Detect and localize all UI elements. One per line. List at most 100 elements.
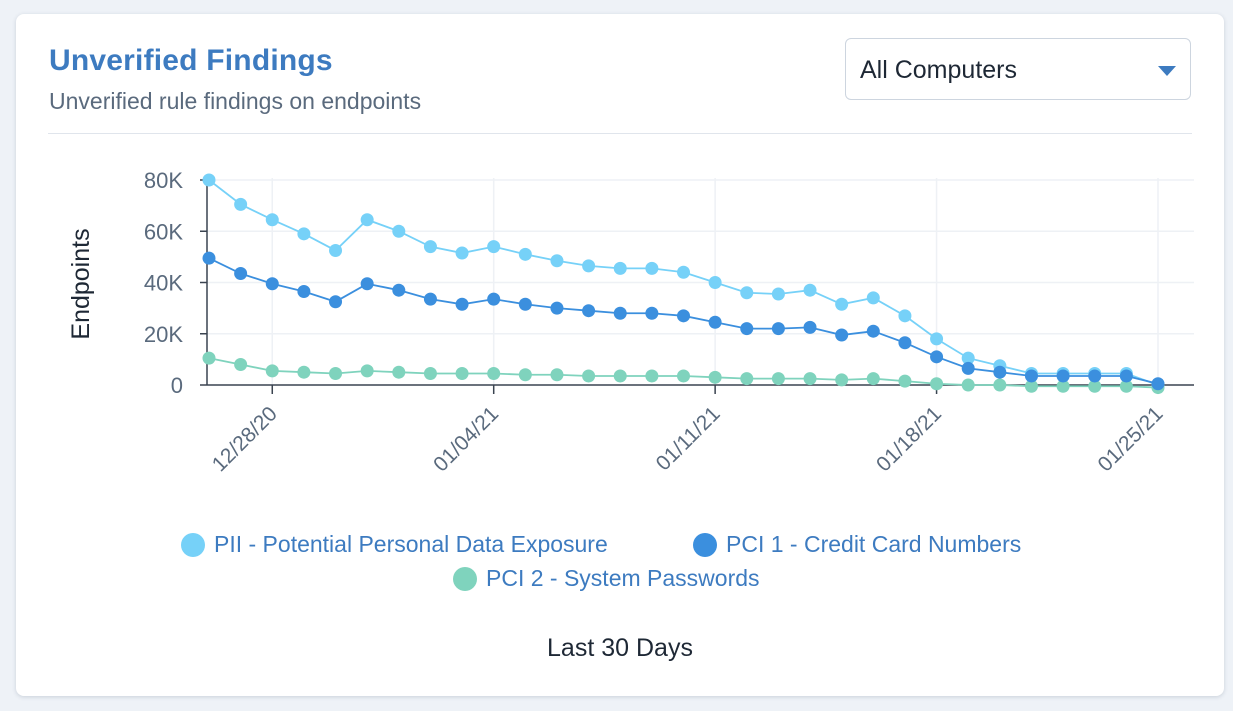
data-point-pii: [550, 254, 564, 268]
legend-label-pci2: PCI 2 - System Passwords: [486, 565, 760, 591]
data-point-pci2: [234, 358, 248, 371]
data-point-pci1: [582, 304, 596, 318]
data-point-pii: [518, 247, 532, 261]
data-point-pci2: [898, 374, 912, 388]
data-point-pci1: [518, 297, 532, 311]
data-point-pci2: [866, 372, 880, 386]
data-point-pci2: [835, 373, 849, 387]
data-point-pci2: [930, 377, 944, 391]
data-point-pii: [771, 287, 785, 301]
data-point-pci1: [613, 306, 627, 320]
data-point-pii: [360, 213, 374, 227]
x-tick-label: 01/04/21: [429, 402, 503, 476]
data-point-pci2: [708, 370, 722, 384]
legend-item-pci2[interactable]: PCI 2 - System Passwords: [453, 565, 760, 592]
data-point-pii: [677, 265, 690, 279]
data-point-pci1: [297, 284, 311, 298]
data-point-pii: [708, 276, 722, 289]
x-tick-label: 01/18/21: [872, 402, 946, 476]
computer-filter-value: All Computers: [860, 56, 1017, 84]
data-point-pci1: [677, 309, 690, 323]
data-point-pci2: [771, 372, 785, 386]
data-point-pci2: [392, 365, 406, 379]
data-point-pii: [898, 309, 912, 323]
unverified-findings-card: Unverified Findings Unverified rule find…: [16, 14, 1224, 696]
card-title: Unverified Findings: [49, 44, 333, 77]
data-point-pci2: [613, 369, 627, 383]
data-point-pci1: [1024, 369, 1038, 383]
data-point-pci1: [961, 361, 975, 375]
data-point-pci2: [487, 366, 501, 380]
data-point-pci2: [329, 366, 343, 380]
card-subtitle: Unverified rule findings on endpoints: [49, 88, 422, 114]
data-point-pci2: [993, 378, 1007, 392]
x-tick-label: 01/11/21: [652, 402, 725, 475]
data-point-pii: [423, 240, 437, 254]
data-point-pci1: [708, 315, 722, 329]
data-point-pci2: [740, 372, 754, 386]
data-point-pci2: [518, 368, 532, 382]
y-tick-label: 0: [171, 373, 183, 398]
data-point-pci2: [550, 368, 564, 382]
data-point-pci1: [740, 322, 754, 336]
data-point-pci2: [423, 366, 437, 380]
data-point-pii: [234, 197, 248, 211]
data-point-pci1: [645, 306, 659, 320]
header-divider: [48, 133, 1192, 134]
data-point-pci1: [1151, 377, 1165, 391]
data-point-pci2: [582, 369, 596, 383]
data-point-pci2: [265, 364, 279, 378]
data-point-pci1: [835, 328, 849, 342]
y-tick-label: 20K: [144, 322, 183, 347]
x-tick-label: 01/25/21: [1093, 402, 1167, 476]
data-point-pci1: [993, 365, 1007, 379]
data-point-pci1: [234, 267, 248, 281]
data-point-pci1: [329, 295, 343, 309]
legend-label-pci1: PCI 1 - Credit Card Numbers: [726, 531, 1022, 557]
legend-dot-pii: [181, 532, 205, 557]
data-point-pii: [645, 261, 659, 275]
data-point-pii: [613, 261, 627, 275]
data-point-pci1: [1088, 369, 1102, 383]
data-point-pii: [930, 332, 944, 346]
legend-item-pci1[interactable]: PCI 1 - Credit Card Numbers: [693, 531, 1021, 558]
data-point-pci1: [265, 277, 279, 291]
data-point-pci1: [1056, 369, 1070, 383]
data-point-pci1: [898, 336, 912, 350]
data-point-pci2: [360, 364, 374, 378]
data-point-pci1: [550, 301, 564, 315]
data-point-pci2: [645, 369, 659, 383]
y-axis-title: Endpoints: [67, 228, 95, 339]
data-point-pii: [329, 243, 343, 257]
data-point-pci1: [866, 324, 880, 338]
data-point-pci2: [677, 369, 690, 383]
data-point-pii: [392, 224, 406, 238]
data-point-pci1: [455, 297, 469, 311]
data-point-pci2: [202, 351, 216, 365]
data-point-pci1: [392, 283, 406, 297]
data-point-pci2: [297, 365, 311, 379]
y-tick-label: 60K: [144, 219, 183, 244]
data-point-pii: [803, 283, 817, 297]
data-point-pci1: [487, 292, 501, 306]
data-point-pci1: [803, 320, 817, 334]
data-point-pci2: [1119, 379, 1133, 393]
data-point-pii: [582, 259, 596, 273]
x-tick-label: 12/28/20: [208, 402, 282, 476]
y-tick-label: 80K: [144, 168, 183, 193]
data-point-pii: [866, 291, 880, 305]
y-tick-label: 40K: [144, 271, 183, 296]
data-point-pci2: [1024, 379, 1038, 393]
data-point-pci2: [803, 372, 817, 386]
data-point-pii: [297, 227, 311, 241]
data-point-pci2: [1088, 379, 1102, 393]
data-point-pii: [202, 173, 216, 187]
time-range-label: Last 30 Days: [547, 634, 693, 662]
data-point-pii: [740, 286, 754, 300]
data-point-pci1: [930, 350, 944, 364]
legend-item-pii[interactable]: PII - Potential Personal Data Exposure: [181, 531, 608, 558]
data-point-pci1: [1119, 369, 1133, 383]
legend-label-pii: PII - Potential Personal Data Exposure: [214, 531, 608, 557]
data-point-pci1: [771, 322, 785, 336]
computer-filter-dropdown[interactable]: All Computers: [845, 38, 1191, 100]
